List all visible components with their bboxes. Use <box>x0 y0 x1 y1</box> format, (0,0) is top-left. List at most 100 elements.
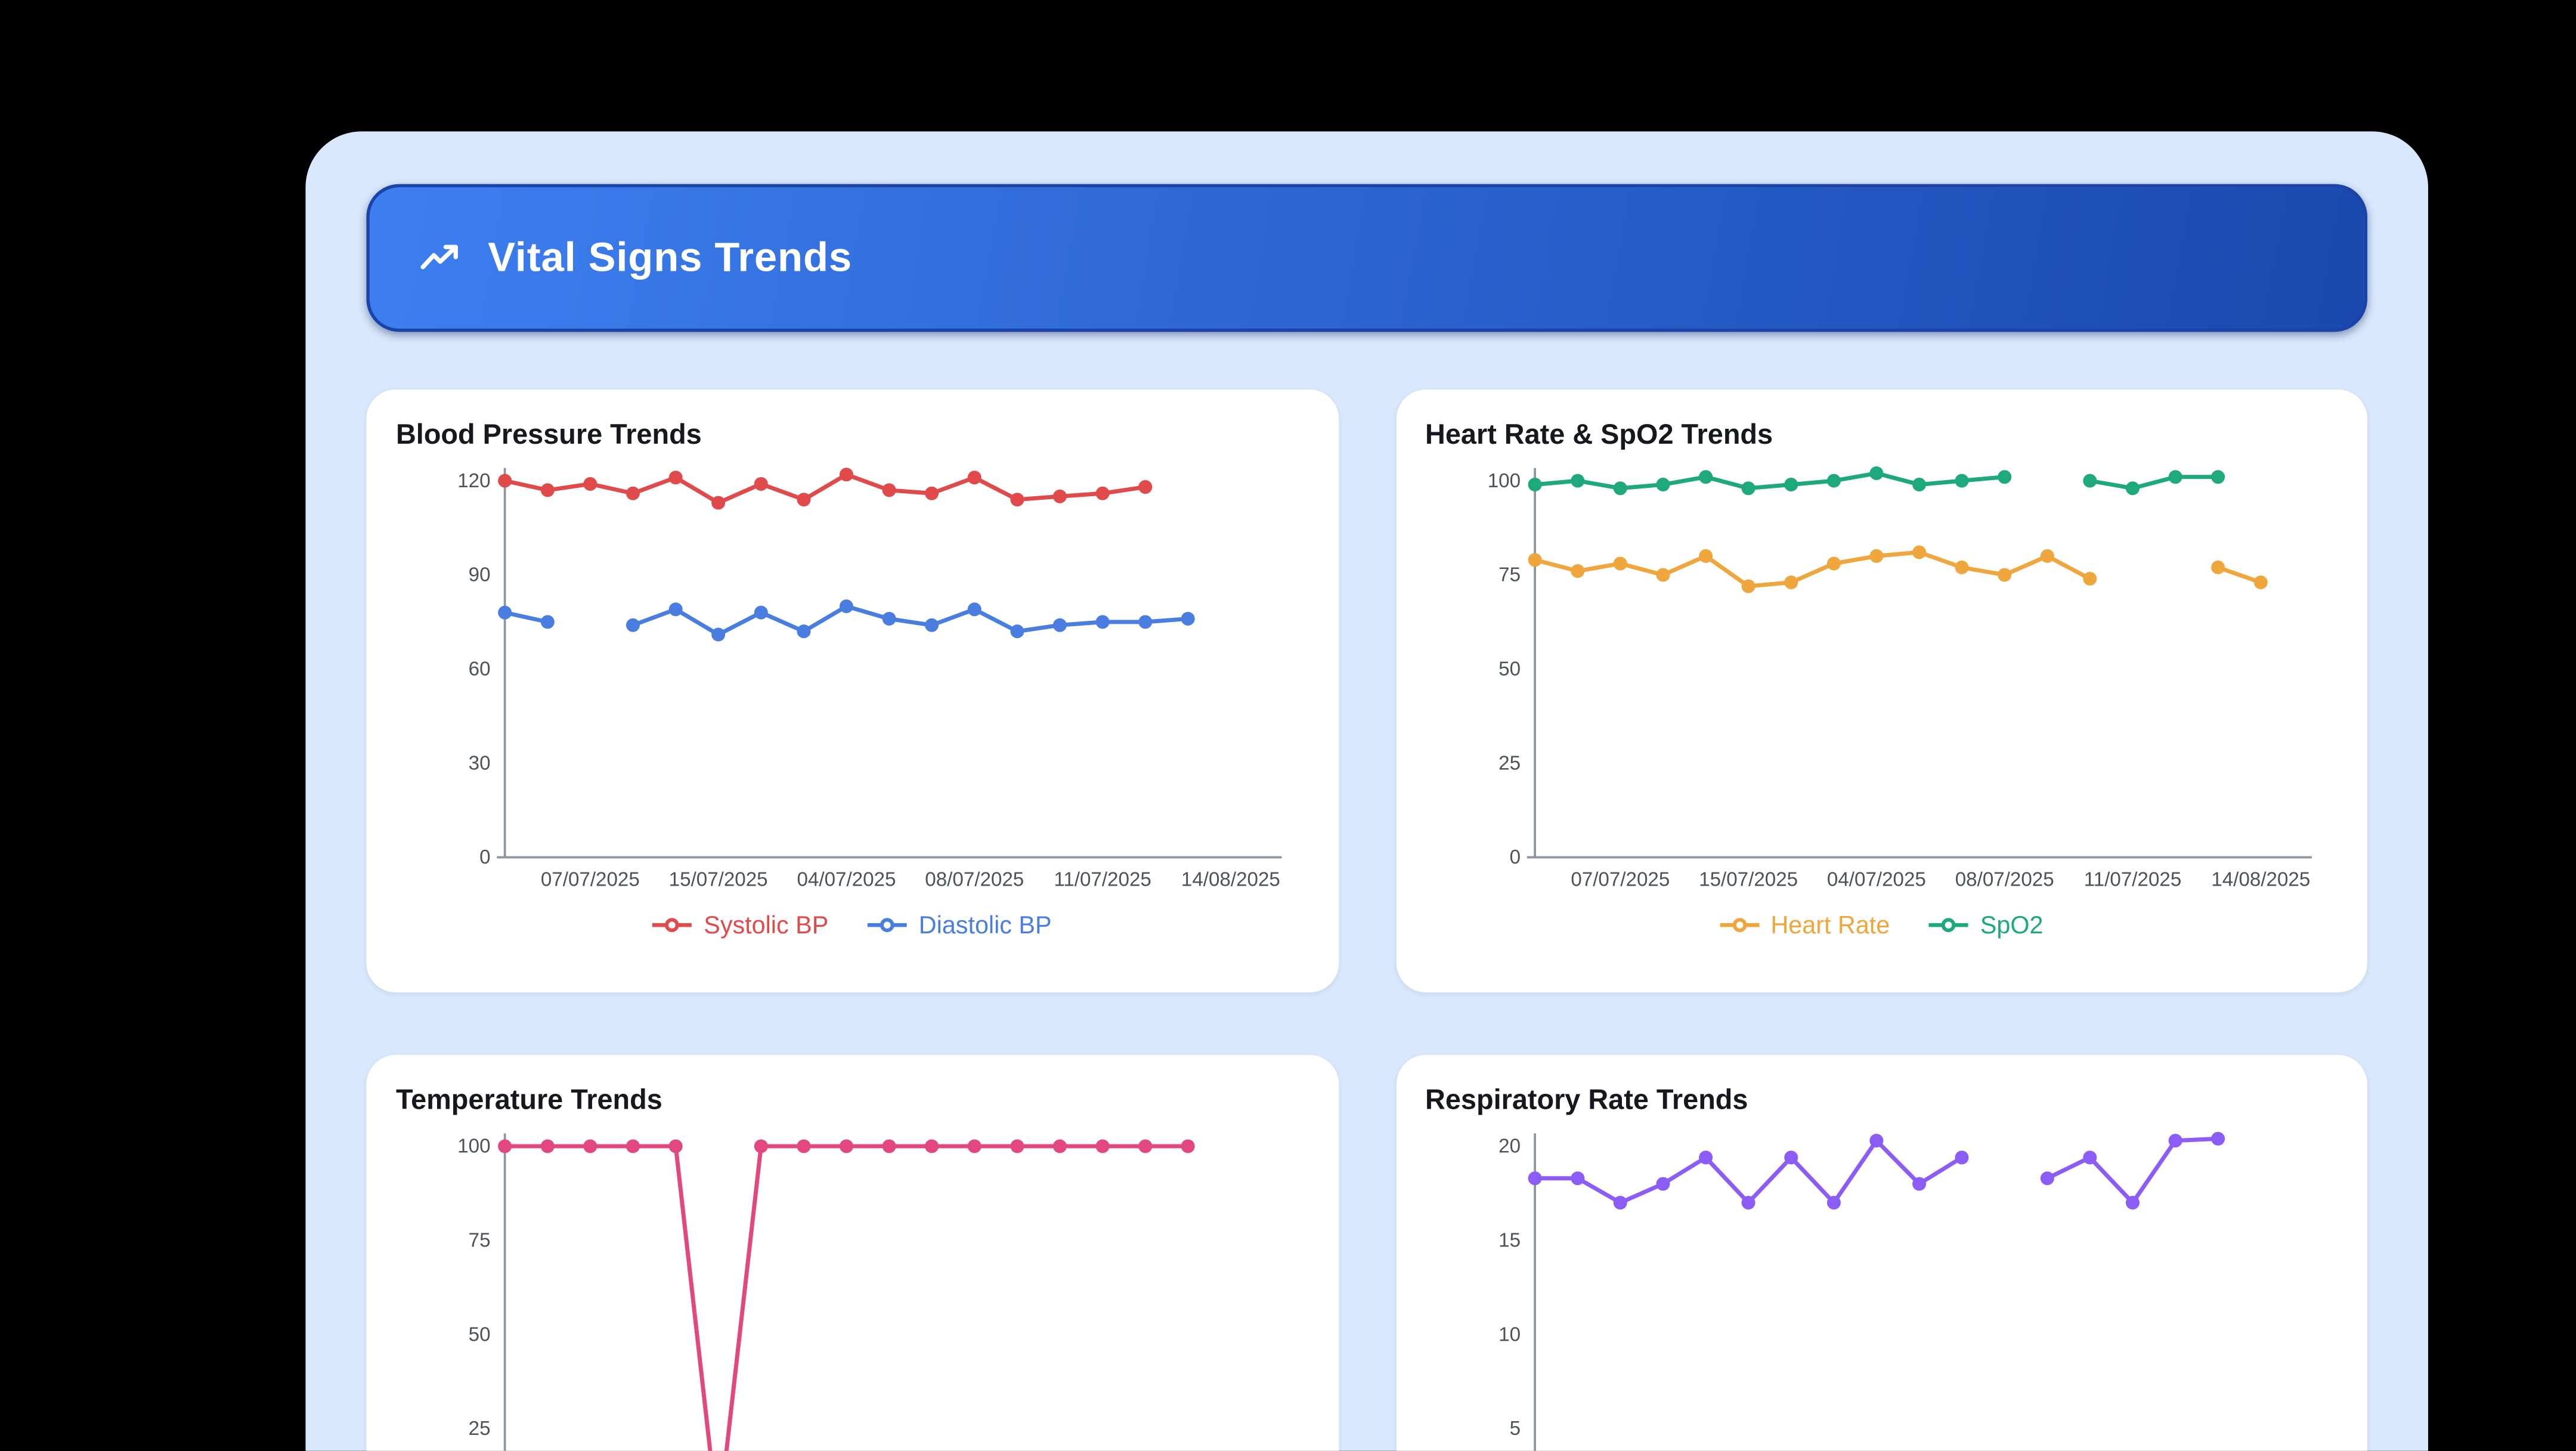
data-point[interactable] <box>1911 545 1925 559</box>
data-point[interactable] <box>583 1139 597 1153</box>
data-point[interactable] <box>1868 549 1883 563</box>
data-point[interactable] <box>1698 1150 1712 1165</box>
data-point[interactable] <box>711 627 726 642</box>
data-point[interactable] <box>925 1139 939 1153</box>
data-point[interactable] <box>839 468 853 482</box>
chart-canvas[interactable]: 0 30 60 90 120 07/07/2025 15/07/2025 04/07/2025… <box>392 459 1311 899</box>
data-point[interactable] <box>1655 478 1670 492</box>
chart-canvas[interactable]: 25 50 75 100 <box>392 1124 1311 1451</box>
data-point[interactable] <box>1095 486 1110 500</box>
data-point[interactable] <box>882 1139 896 1153</box>
data-point[interactable] <box>925 486 939 500</box>
legend-item[interactable]: Systolic BP <box>652 911 828 939</box>
data-point[interactable] <box>754 1139 768 1153</box>
data-point[interactable] <box>498 474 512 488</box>
data-point[interactable] <box>1612 556 1627 571</box>
data-point[interactable] <box>668 1139 683 1153</box>
data-point[interactable] <box>1741 1196 1755 1210</box>
data-point[interactable] <box>2082 474 2096 488</box>
data-point[interactable] <box>540 615 555 629</box>
data-point[interactable] <box>1569 474 1584 488</box>
data-point[interactable] <box>626 618 640 632</box>
data-point[interactable] <box>1868 1134 1883 1148</box>
data-point[interactable] <box>1527 478 1541 492</box>
data-point[interactable] <box>1095 615 1110 629</box>
data-point[interactable] <box>1655 1177 1670 1191</box>
data-point[interactable] <box>1698 470 1712 484</box>
data-point[interactable] <box>2253 576 2267 590</box>
data-point[interactable] <box>1826 474 1840 488</box>
data-point[interactable] <box>1569 1171 1584 1186</box>
data-point[interactable] <box>1826 1196 1840 1210</box>
data-point[interactable] <box>754 605 768 620</box>
data-point[interactable] <box>498 1139 512 1153</box>
data-point[interactable] <box>1826 556 1840 571</box>
data-point[interactable] <box>1783 478 1797 492</box>
data-point[interactable] <box>1010 1139 1024 1153</box>
data-point[interactable] <box>925 618 939 632</box>
data-point[interactable] <box>1911 478 1925 492</box>
data-point[interactable] <box>1138 480 1153 494</box>
data-point[interactable] <box>1954 1150 1968 1165</box>
data-point[interactable] <box>1655 568 1670 582</box>
data-point[interactable] <box>1138 615 1153 629</box>
data-point[interactable] <box>1996 568 2011 582</box>
data-point[interactable] <box>882 612 896 626</box>
data-point[interactable] <box>797 493 811 507</box>
data-point[interactable] <box>1783 1150 1797 1165</box>
data-point[interactable] <box>2210 560 2224 574</box>
data-point[interactable] <box>540 1139 555 1153</box>
data-point[interactable] <box>2125 1196 2139 1210</box>
legend-item[interactable]: SpO2 <box>1929 911 2044 939</box>
data-point[interactable] <box>882 483 896 497</box>
data-point[interactable] <box>1569 564 1584 578</box>
data-point[interactable] <box>1868 466 1883 481</box>
data-point[interactable] <box>2039 549 2054 563</box>
data-point[interactable] <box>1052 489 1067 503</box>
data-point[interactable] <box>540 483 555 497</box>
data-point[interactable] <box>1612 481 1627 496</box>
data-point[interactable] <box>1095 1139 1110 1153</box>
data-point[interactable] <box>1783 576 1797 590</box>
data-point[interactable] <box>967 602 982 617</box>
data-point[interactable] <box>498 605 512 620</box>
data-point[interactable] <box>626 486 640 500</box>
data-point[interactable] <box>1527 553 1541 567</box>
data-point[interactable] <box>754 477 768 491</box>
data-point[interactable] <box>839 599 853 614</box>
data-point[interactable] <box>1911 1177 1925 1191</box>
data-point[interactable] <box>1741 579 1755 593</box>
legend-item[interactable]: Diastolic BP <box>868 911 1052 939</box>
data-point[interactable] <box>1138 1139 1153 1153</box>
data-point[interactable] <box>668 602 683 617</box>
data-point[interactable] <box>583 477 597 491</box>
chart-canvas[interactable]: 0 25 50 75 100 07/07/2025 15/07/2025 04/07/2025… <box>1422 459 2341 899</box>
data-point[interactable] <box>2168 1134 2182 1148</box>
data-point[interactable] <box>1010 493 1024 507</box>
data-point[interactable] <box>668 471 683 485</box>
data-point[interactable] <box>967 471 982 485</box>
data-point[interactable] <box>2168 470 2182 484</box>
data-point[interactable] <box>711 496 726 510</box>
data-point[interactable] <box>2082 571 2096 586</box>
data-point[interactable] <box>1181 612 1195 626</box>
data-point[interactable] <box>2082 1150 2096 1165</box>
data-point[interactable] <box>1010 624 1024 639</box>
data-point[interactable] <box>1527 1171 1541 1186</box>
data-point[interactable] <box>1996 470 2011 484</box>
chart-canvas[interactable]: 5 10 15 20 <box>1422 1124 2341 1451</box>
data-point[interactable] <box>2125 481 2139 496</box>
data-point[interactable] <box>2210 1131 2224 1146</box>
data-point[interactable] <box>1052 618 1067 632</box>
data-point[interactable] <box>839 1139 853 1153</box>
data-point[interactable] <box>1052 1139 1067 1153</box>
data-point[interactable] <box>1698 549 1712 563</box>
data-point[interactable] <box>797 624 811 639</box>
data-point[interactable] <box>2210 470 2224 484</box>
data-point[interactable] <box>1741 481 1755 496</box>
data-point[interactable] <box>1181 1139 1195 1153</box>
data-point[interactable] <box>1954 560 1968 574</box>
data-point[interactable] <box>797 1139 811 1153</box>
legend-item[interactable]: Heart Rate <box>1720 911 1890 939</box>
data-point[interactable] <box>1612 1196 1627 1210</box>
